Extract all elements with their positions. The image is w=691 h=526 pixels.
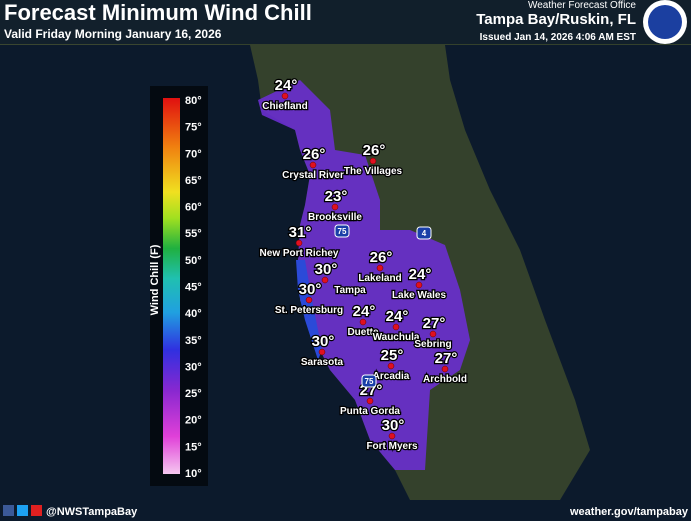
city-dot <box>318 348 326 356</box>
youtube-icon[interactable] <box>31 505 42 516</box>
legend-tick: 65° <box>185 175 202 187</box>
forecast-area <box>258 80 470 470</box>
footer-band <box>0 501 691 521</box>
highway-label: 4 <box>422 229 427 238</box>
city-temp: 23° <box>325 188 348 205</box>
city-dot <box>331 203 339 211</box>
city-dot <box>359 318 367 326</box>
highway-shield <box>416 226 432 240</box>
city-dot <box>429 330 437 338</box>
city-name: Sebring <box>414 339 451 350</box>
highway-label: 75 <box>338 227 347 236</box>
city-dot <box>366 397 374 405</box>
city-name: Lakeland <box>358 273 401 284</box>
city-name: Lake Wales <box>392 290 447 301</box>
city-name: Fort Myers <box>366 441 418 452</box>
facebook-icon[interactable] <box>3 505 14 516</box>
city-name: St. Petersburg <box>275 305 343 316</box>
office-label: Weather Forecast Office <box>528 0 636 11</box>
city-temp: 27° <box>423 315 446 332</box>
city-dot <box>369 157 377 165</box>
city-dot <box>295 239 303 247</box>
city-temp: 24° <box>353 303 376 320</box>
legend-tick: 75° <box>185 122 202 134</box>
legend-tick: 45° <box>185 282 202 294</box>
city-dot <box>305 296 313 304</box>
city-temp: 24° <box>275 77 298 94</box>
city-dot <box>441 365 449 373</box>
city-temp: 26° <box>303 146 326 163</box>
legend-tick: 20° <box>185 415 202 427</box>
coastal-warm-zone <box>296 260 322 360</box>
city-temp: 27° <box>435 350 458 367</box>
twitter-icon[interactable] <box>17 505 28 516</box>
nws-logo-inner <box>648 5 682 39</box>
city-dot <box>309 161 317 169</box>
city-temp: 31° <box>289 224 312 241</box>
city-dot <box>392 323 400 331</box>
city-dot <box>415 281 423 289</box>
legend-tick: 50° <box>185 255 202 267</box>
legend-tick: 40° <box>185 308 202 320</box>
city-dot <box>281 92 289 100</box>
city-name: Arcadia <box>373 371 410 382</box>
city-temp: 24° <box>386 308 409 325</box>
colorbar <box>163 98 180 474</box>
title: Forecast Minimum Wind Chill <box>4 0 312 25</box>
website[interactable]: weather.gov/tampabay <box>569 506 689 518</box>
city-temp: 30° <box>299 281 322 298</box>
legend-title: Wind Chill (F) <box>149 244 161 315</box>
office: Tampa Bay/Ruskin, FL <box>476 11 636 28</box>
city-dot <box>388 432 396 440</box>
city-dot <box>387 362 395 370</box>
city-name: Wauchula <box>373 332 420 343</box>
city-name: Duette <box>347 327 379 338</box>
city-temp: 25° <box>381 347 404 364</box>
city-name: Punta Gorda <box>340 406 400 417</box>
city-name: Crystal River <box>282 170 344 181</box>
city-temp: 24° <box>409 266 432 283</box>
city-temp: 30° <box>315 261 338 278</box>
city-name: Tampa <box>334 285 366 296</box>
legend-tick: 70° <box>185 148 202 160</box>
city-dot <box>321 276 329 284</box>
legend-tick: 10° <box>185 468 202 480</box>
legend-tick: 55° <box>185 228 202 240</box>
city-name: Archbold <box>423 374 467 385</box>
legend-tick: 15° <box>185 441 202 453</box>
issued: Issued Jan 14, 2026 4:06 AM EST <box>480 32 636 43</box>
highway-label: 75 <box>365 377 374 386</box>
legend-tick: 80° <box>185 95 202 107</box>
city-name: New Port Richey <box>260 248 339 259</box>
city-temp: 26° <box>363 142 386 159</box>
social-handle[interactable]: @NWSTampaBay <box>46 506 138 518</box>
city-temp: 30° <box>382 417 405 434</box>
legend-tick: 25° <box>185 388 202 400</box>
highway-shield <box>361 374 377 388</box>
legend-tick: 30° <box>185 361 202 373</box>
city-name: Brooksville <box>308 212 362 223</box>
header-band <box>0 0 691 44</box>
city-dot <box>376 264 384 272</box>
city-name: The Villages <box>344 166 403 177</box>
legend-tick: 35° <box>185 335 202 347</box>
legend-tick: 60° <box>185 202 202 214</box>
city-temp: 30° <box>312 333 335 350</box>
highway-shield <box>334 224 350 238</box>
subtitle: Valid Friday Morning January 16, 2026 <box>4 27 222 41</box>
city-temp: 26° <box>370 249 393 266</box>
city-name: Chiefland <box>262 101 308 112</box>
city-name: Sarasota <box>301 357 344 368</box>
